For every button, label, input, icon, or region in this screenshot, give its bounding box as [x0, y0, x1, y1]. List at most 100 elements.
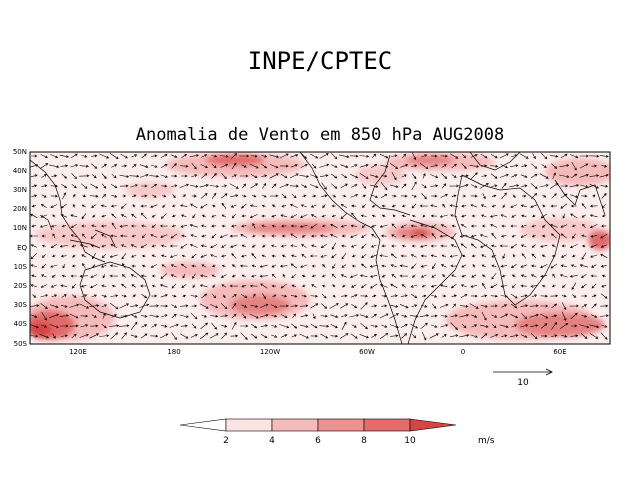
- wind-vector: [230, 204, 237, 208]
- wind-vector: [301, 234, 306, 238]
- wind-vector: [102, 312, 106, 319]
- wind-vector: [289, 203, 298, 208]
- wind-vector: [511, 214, 517, 218]
- wind-vector: [260, 283, 268, 289]
- wind-vector: [190, 184, 199, 188]
- wind-vector: [391, 194, 397, 198]
- wind-vector: [90, 194, 99, 198]
- wind-vector: [480, 153, 488, 159]
- wind-vector: [361, 243, 367, 249]
- colorbar-level: 8: [361, 436, 367, 446]
- wind-vector: [570, 334, 579, 338]
- wind-vector: [319, 163, 330, 168]
- wind-vector: [399, 304, 409, 309]
- wind-vector: [411, 164, 418, 168]
- wind-vector: [419, 163, 429, 170]
- wind-vector: [130, 274, 137, 278]
- wind-vector: [69, 303, 80, 308]
- wind-vector: [90, 274, 98, 278]
- wind-vector: [110, 234, 118, 238]
- wind-vector: [451, 174, 457, 178]
- wind-vector: [362, 194, 366, 198]
- wind-vector: [30, 264, 38, 268]
- wind-vector: [510, 334, 519, 338]
- wind-vector: [211, 274, 217, 278]
- wind-vector: [571, 324, 578, 328]
- wind-vector: [290, 263, 298, 269]
- wind-vector: [50, 184, 59, 188]
- wind-vector: [251, 333, 258, 339]
- wind-vector: [370, 244, 377, 248]
- wind-vector: [422, 294, 427, 298]
- lat-label: 20S: [14, 282, 28, 290]
- wind-vector: [312, 194, 317, 198]
- wind-vector: [491, 194, 497, 198]
- wind-vector: [450, 322, 458, 330]
- wind-vector: [200, 254, 208, 258]
- wind-vector: [250, 304, 259, 308]
- wind-vector: [180, 164, 189, 168]
- wind-vector: [499, 244, 508, 248]
- wind-vector: [141, 233, 146, 239]
- wind-vector: [601, 274, 606, 278]
- wind-vector: [110, 332, 119, 340]
- wind-vector: [430, 204, 438, 208]
- wind-vector: [212, 293, 217, 299]
- wind-vector: [531, 234, 536, 238]
- wind-vector: [340, 314, 348, 318]
- wind-vector: [381, 304, 388, 308]
- wind-vector: [381, 294, 388, 298]
- wind-vector: [351, 204, 357, 208]
- wind-vector: [361, 254, 367, 259]
- wind-vector: [451, 194, 457, 198]
- wind-vector: [371, 214, 376, 218]
- wind-vector: [80, 314, 89, 318]
- wind-vector: [470, 204, 478, 208]
- wind-vector: [200, 322, 208, 330]
- wind-vector: [580, 333, 588, 340]
- wind-vector: [319, 153, 329, 159]
- wind-vector: [171, 313, 177, 318]
- wind-vector: [540, 244, 548, 248]
- wind-vector: [511, 234, 516, 238]
- wind-vector: [311, 284, 317, 288]
- wind-vector: [131, 314, 138, 318]
- wind-vector: [161, 184, 168, 188]
- wind-vector: [210, 254, 218, 258]
- wind-vector: [500, 284, 507, 288]
- wind-vector: [151, 254, 157, 258]
- wind-vector: [169, 254, 178, 258]
- wind-vector: [32, 294, 37, 298]
- wind-vector: [569, 184, 580, 188]
- wind-vector: [401, 244, 406, 248]
- wind-vector: [332, 194, 337, 198]
- wind-vector: [420, 322, 428, 330]
- wind-vector: [132, 294, 136, 298]
- wind-vector: [81, 213, 87, 220]
- wind-vector: [390, 304, 399, 308]
- wind-vector: [412, 274, 416, 278]
- wind-vector: [192, 213, 196, 219]
- wind-vector: [411, 194, 417, 198]
- anomaly-patch: [230, 295, 290, 315]
- wind-vector: [300, 314, 309, 318]
- wind-vector: [541, 234, 546, 238]
- wind-vector: [171, 283, 177, 289]
- wind-vector: [221, 224, 226, 228]
- wind-vector: [160, 304, 169, 308]
- wind-vector: [411, 244, 416, 248]
- wind-vector: [231, 213, 236, 219]
- wind-vector: [241, 244, 247, 248]
- wind-vector: [101, 214, 107, 218]
- wind-vector: [91, 224, 97, 228]
- wind-vector: [390, 253, 397, 259]
- wind-vector: [109, 274, 118, 278]
- wind-vector: [160, 213, 167, 219]
- wind-vector: [290, 294, 298, 298]
- wind-vector: [171, 184, 178, 188]
- wind-vector: [440, 154, 448, 158]
- wind-vector: [180, 243, 188, 249]
- wind-vector: [579, 154, 589, 158]
- wind-vector: [500, 214, 508, 218]
- wind-vector: [440, 224, 447, 228]
